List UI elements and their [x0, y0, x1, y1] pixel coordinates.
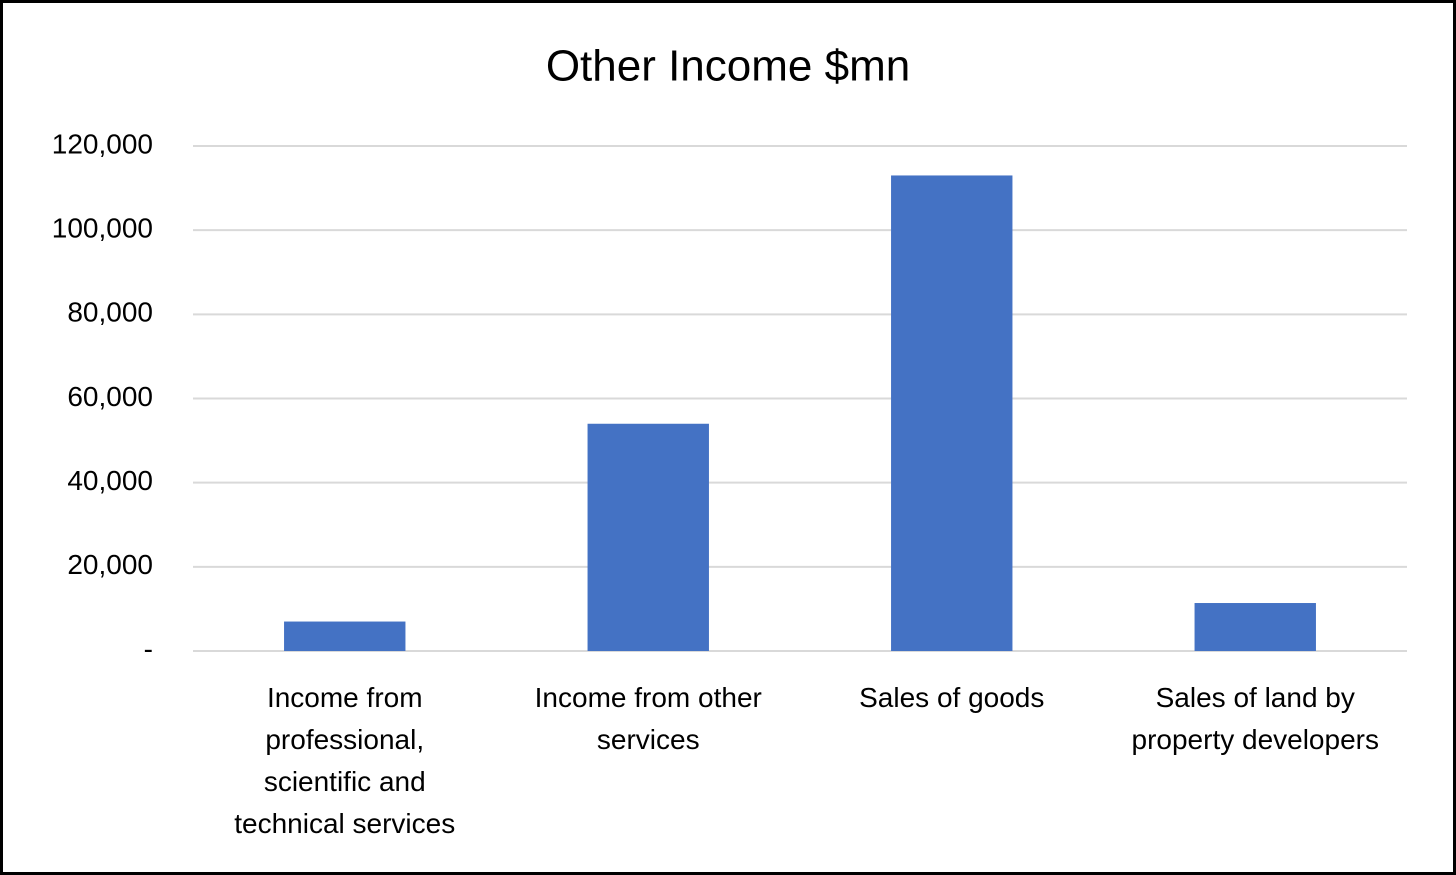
y-tick-label: -: [144, 633, 153, 664]
y-tick-label: 40,000: [67, 465, 153, 496]
x-tick-label: Sales of goods: [859, 682, 1045, 713]
x-tick-label: Sales of land by property developers: [1131, 682, 1379, 755]
bar: [284, 621, 406, 651]
bar: [587, 423, 709, 651]
bar: [1194, 603, 1316, 651]
x-tick-label: Income from professional, scientific and…: [234, 682, 456, 839]
x-tick-label: Income from other services: [534, 682, 762, 755]
y-tick-label: 120,000: [52, 128, 153, 159]
chart-title: Other Income $mn: [546, 42, 910, 91]
chart: Other Income $mn - 20,000 40,000 60,000 80,0…: [52, 42, 1407, 664]
bar: [891, 175, 1013, 652]
y-tick-label: 60,000: [67, 381, 153, 412]
y-tick-label: 100,000: [52, 213, 153, 244]
y-tick-label: 80,000: [67, 297, 153, 328]
y-tick-label: 20,000: [67, 549, 153, 580]
